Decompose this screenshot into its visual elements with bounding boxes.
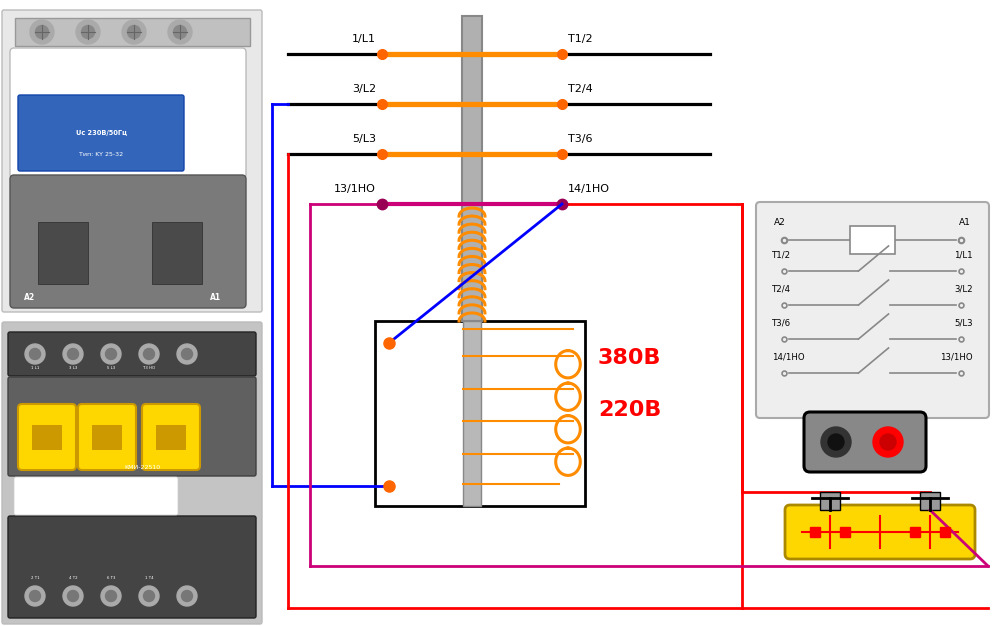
Circle shape: [821, 427, 851, 457]
FancyBboxPatch shape: [14, 477, 178, 515]
Text: A2: A2: [24, 293, 35, 302]
FancyBboxPatch shape: [10, 175, 246, 308]
Text: 2 T1: 2 T1: [31, 576, 39, 580]
Bar: [38, 222, 88, 284]
Text: T1/2: T1/2: [772, 250, 791, 259]
Text: 220B: 220B: [598, 400, 661, 420]
Circle shape: [144, 349, 154, 359]
Text: Uc 230B/50Гц: Uc 230B/50Гц: [76, 130, 126, 136]
FancyBboxPatch shape: [785, 505, 975, 559]
Text: 14/1HO: 14/1HO: [772, 352, 805, 361]
Circle shape: [168, 20, 192, 44]
Text: 5 L3: 5 L3: [107, 366, 115, 370]
Text: 380B: 380B: [598, 348, 662, 368]
Circle shape: [30, 20, 54, 44]
Bar: [375, 321, 585, 506]
FancyBboxPatch shape: [756, 202, 989, 418]
FancyBboxPatch shape: [8, 516, 256, 618]
FancyBboxPatch shape: [8, 377, 256, 476]
FancyBboxPatch shape: [10, 48, 246, 178]
Circle shape: [122, 20, 146, 44]
Circle shape: [82, 26, 94, 39]
Circle shape: [63, 586, 83, 606]
Text: 3/L2: 3/L2: [954, 284, 973, 293]
Circle shape: [139, 586, 159, 606]
Bar: [850, 226, 895, 254]
Text: 1/L1: 1/L1: [954, 250, 973, 259]
Text: KMИ-22510: KMИ-22510: [124, 465, 160, 470]
Circle shape: [880, 434, 896, 450]
Bar: [920, 492, 940, 510]
FancyBboxPatch shape: [8, 332, 256, 376]
Bar: [940, 527, 950, 537]
FancyBboxPatch shape: [804, 412, 926, 472]
Bar: [15, 18, 250, 46]
Circle shape: [30, 349, 40, 359]
Bar: [840, 527, 850, 537]
Circle shape: [873, 427, 903, 457]
Bar: [32, 425, 62, 450]
Text: T3/6: T3/6: [568, 134, 592, 144]
Circle shape: [63, 344, 83, 364]
FancyBboxPatch shape: [2, 322, 262, 624]
Text: T3 HO: T3 HO: [143, 366, 155, 370]
Circle shape: [25, 344, 45, 364]
Bar: [910, 527, 920, 537]
Circle shape: [68, 349, 78, 359]
FancyBboxPatch shape: [2, 10, 262, 312]
Bar: [810, 527, 820, 537]
Text: A1: A1: [959, 218, 971, 227]
Circle shape: [144, 590, 154, 602]
FancyBboxPatch shape: [142, 404, 200, 470]
FancyBboxPatch shape: [18, 95, 184, 171]
Circle shape: [177, 344, 197, 364]
Text: A1: A1: [210, 293, 221, 302]
Text: 5/L3: 5/L3: [352, 134, 376, 144]
Circle shape: [106, 590, 117, 602]
Text: 1/L1: 1/L1: [352, 34, 376, 44]
Circle shape: [182, 349, 192, 359]
Bar: [92, 425, 122, 450]
Text: T3/6: T3/6: [772, 318, 791, 327]
Text: 1 T4: 1 T4: [145, 576, 153, 580]
Text: 5/L3: 5/L3: [954, 318, 973, 327]
Bar: [820, 492, 840, 510]
Text: T2/4: T2/4: [772, 284, 791, 293]
Bar: [156, 425, 186, 450]
Circle shape: [36, 26, 48, 39]
Circle shape: [106, 349, 117, 359]
Text: 13/1HO: 13/1HO: [334, 184, 376, 194]
Circle shape: [25, 586, 45, 606]
Bar: [152, 222, 202, 284]
Circle shape: [828, 434, 844, 450]
Circle shape: [30, 590, 40, 602]
Text: T2/4: T2/4: [568, 84, 593, 94]
Circle shape: [68, 590, 78, 602]
Circle shape: [174, 26, 186, 39]
Text: 13/1HO: 13/1HO: [940, 352, 973, 361]
Text: 4 T2: 4 T2: [69, 576, 77, 580]
Text: 14/1HO: 14/1HO: [568, 184, 610, 194]
Text: 3 L3: 3 L3: [69, 366, 77, 370]
Circle shape: [76, 20, 100, 44]
Text: A2: A2: [401, 464, 416, 474]
Bar: [462, 16, 482, 321]
FancyBboxPatch shape: [18, 404, 76, 470]
Bar: [463, 321, 481, 506]
Text: A2: A2: [774, 218, 786, 227]
Text: 1 L1: 1 L1: [31, 366, 39, 370]
Circle shape: [101, 344, 121, 364]
Circle shape: [128, 26, 140, 39]
Text: T1/2: T1/2: [568, 34, 593, 44]
Text: 6 T3: 6 T3: [107, 576, 115, 580]
Text: Тип: KY 25-32: Тип: KY 25-32: [79, 151, 123, 156]
Circle shape: [101, 586, 121, 606]
FancyBboxPatch shape: [78, 404, 136, 470]
Circle shape: [177, 586, 197, 606]
Text: 3/L2: 3/L2: [352, 84, 376, 94]
Text: A1: A1: [401, 355, 416, 365]
Circle shape: [139, 344, 159, 364]
Circle shape: [182, 590, 192, 602]
